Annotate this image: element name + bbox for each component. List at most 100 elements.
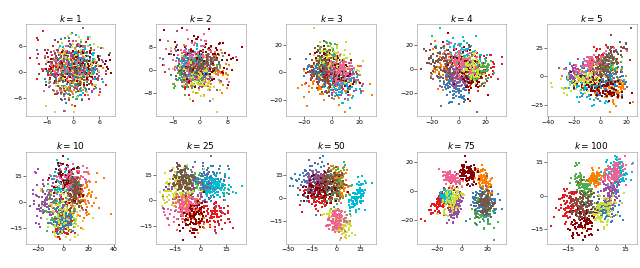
Point <box>465 59 475 64</box>
Point <box>61 54 72 58</box>
Point <box>190 178 200 182</box>
Point <box>82 80 92 84</box>
Point <box>441 53 451 57</box>
Point <box>332 183 342 187</box>
Point <box>57 64 67 68</box>
Point <box>456 89 466 93</box>
Point <box>173 223 184 228</box>
Point <box>605 181 616 185</box>
Point <box>595 178 605 183</box>
Point <box>180 76 190 80</box>
Point <box>461 88 471 92</box>
Point <box>195 49 205 53</box>
Point <box>594 53 604 57</box>
Point <box>458 57 468 61</box>
Point <box>337 70 347 75</box>
Point <box>481 204 491 209</box>
Point <box>212 219 223 223</box>
Point <box>298 193 308 198</box>
Point <box>591 66 602 70</box>
Point <box>463 167 474 171</box>
Point <box>67 62 77 66</box>
Point <box>589 194 600 199</box>
Point <box>67 181 77 185</box>
Point <box>69 74 79 78</box>
Point <box>341 230 351 234</box>
Point <box>447 187 457 192</box>
Point <box>476 202 486 207</box>
Point <box>82 183 92 187</box>
Point <box>481 194 492 198</box>
Point <box>612 70 622 75</box>
Point <box>454 76 464 81</box>
Point <box>331 180 341 184</box>
Point <box>317 78 327 82</box>
Point <box>188 62 198 67</box>
Point <box>587 63 597 68</box>
Point <box>310 195 320 199</box>
Point <box>86 64 96 68</box>
Point <box>481 177 491 181</box>
Point <box>436 198 447 202</box>
Point <box>482 64 492 68</box>
Point <box>183 57 193 61</box>
Point <box>605 72 616 76</box>
Point <box>191 64 202 68</box>
Point <box>316 174 326 178</box>
Point <box>175 179 185 183</box>
Point <box>602 212 612 216</box>
Point <box>326 72 336 76</box>
Point <box>184 204 195 209</box>
Point <box>447 205 457 210</box>
Point <box>438 88 448 92</box>
Point <box>186 201 196 205</box>
Point <box>454 49 464 53</box>
Point <box>81 64 92 68</box>
Point <box>458 72 468 76</box>
Point <box>307 168 317 173</box>
Point <box>483 188 493 192</box>
Point <box>347 195 357 200</box>
Point <box>453 89 463 93</box>
Point <box>470 198 480 202</box>
Point <box>612 77 623 82</box>
Point <box>191 64 202 68</box>
Point <box>65 237 75 242</box>
Point <box>166 189 176 193</box>
Point <box>452 42 463 47</box>
Point <box>60 211 70 215</box>
Point <box>318 180 328 184</box>
Point <box>467 69 477 73</box>
Point <box>476 65 486 70</box>
Point <box>574 83 584 88</box>
Point <box>324 169 334 174</box>
Point <box>432 197 442 202</box>
Point <box>87 63 97 68</box>
Point <box>309 195 319 200</box>
Point <box>481 195 491 200</box>
Point <box>628 100 638 105</box>
Point <box>219 191 229 195</box>
Point <box>293 86 303 90</box>
Point <box>54 218 64 222</box>
Point <box>54 76 64 81</box>
Point <box>598 178 608 183</box>
Point <box>607 54 617 58</box>
Point <box>435 84 445 88</box>
Point <box>189 58 200 62</box>
Point <box>185 209 195 213</box>
Point <box>340 163 350 168</box>
Point <box>567 206 577 210</box>
Point <box>307 190 317 195</box>
Point <box>54 62 65 66</box>
Point <box>207 180 218 185</box>
Point <box>182 212 192 216</box>
Point <box>473 169 483 174</box>
Point <box>45 73 56 77</box>
Point <box>317 160 327 164</box>
Point <box>63 64 73 68</box>
Point <box>64 69 74 73</box>
Point <box>198 62 209 67</box>
Point <box>201 80 211 84</box>
Point <box>316 87 326 91</box>
